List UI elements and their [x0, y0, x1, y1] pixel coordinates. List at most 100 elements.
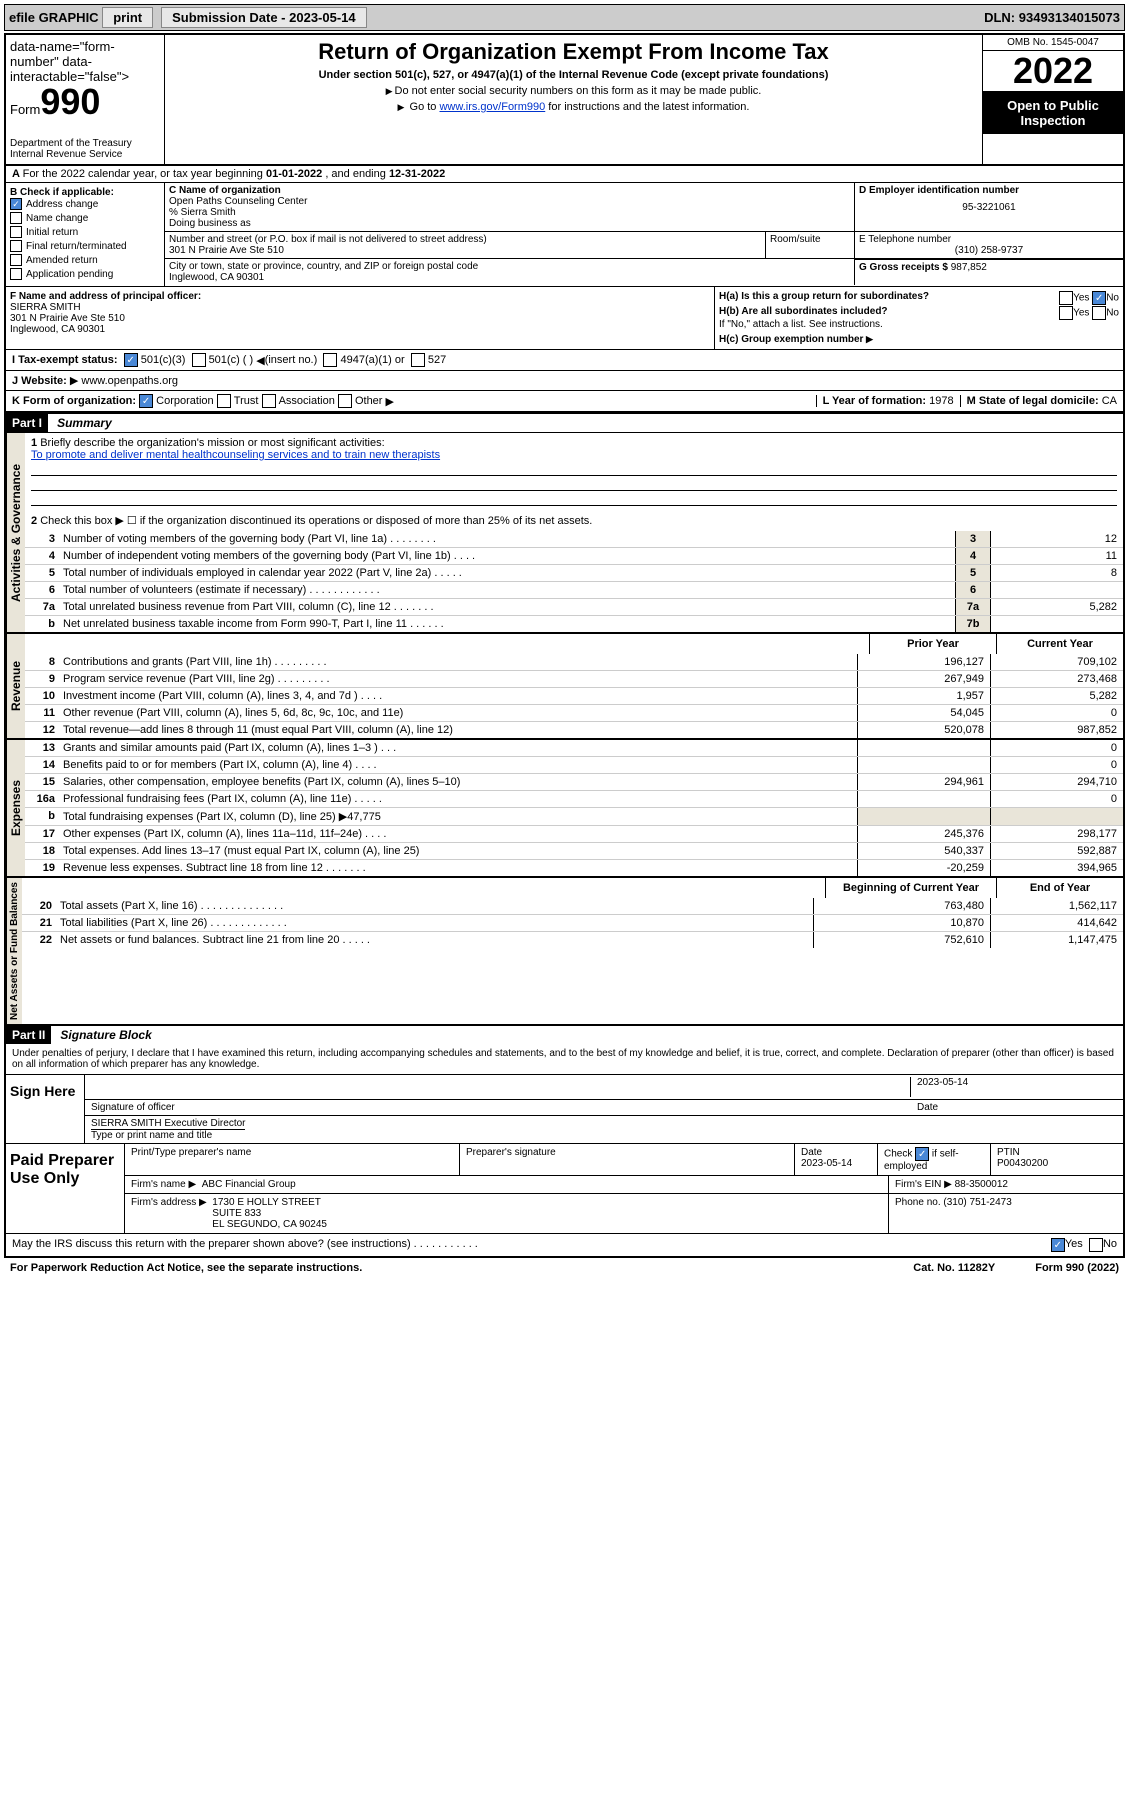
type-name-label: Type or print name and title: [91, 1129, 245, 1141]
paid-preparer-block: Paid Preparer Use Only Print/Type prepar…: [6, 1143, 1123, 1233]
chk-application-pending[interactable]: Application pending: [10, 268, 160, 280]
chk-501c3[interactable]: ✓: [124, 353, 138, 367]
room-label: Room/suite: [770, 234, 850, 245]
line-15: 15Salaries, other compensation, employee…: [25, 773, 1123, 790]
firm-ein: Firm's EIN ▶ 88-3500012: [889, 1176, 1123, 1193]
col-b-label: B Check if applicable:: [10, 187, 160, 198]
prep-date-header: Date2023-05-14: [795, 1144, 878, 1175]
ha-row: H(a) Is this a group return for subordin…: [719, 291, 1119, 302]
prep-name-header: Print/Type preparer's name: [125, 1144, 460, 1175]
chk-initial-return[interactable]: Initial return: [10, 226, 160, 238]
part-2-header: Part II Signature Block: [6, 1024, 1123, 1044]
form-header: data-name="form-number" data-interactabl…: [6, 35, 1123, 166]
balance-header: Beginning of Current Year End of Year: [22, 878, 1123, 898]
mission-text: To promote and deliver mental healthcoun…: [31, 449, 440, 461]
hc-row: H(c) Group exemption number: [719, 334, 1119, 345]
header-left: data-name="form-number" data-interactabl…: [6, 35, 165, 164]
row-a-tax-year: A For the 2022 calendar year, or tax yea…: [6, 166, 1123, 183]
part-1-header: Part I Summary: [6, 412, 1123, 432]
section-revenue: Revenue Prior Year Current Year 8Contrib…: [6, 632, 1123, 738]
line-17: 17Other expenses (Part IX, column (A), l…: [25, 825, 1123, 842]
perjury-declaration: Under penalties of perjury, I declare th…: [6, 1044, 1123, 1075]
dln: DLN: 93493134015073: [984, 10, 1120, 25]
gov-line-b: bNet unrelated business taxable income f…: [25, 615, 1123, 632]
chk-self-employed[interactable]: ✓: [915, 1147, 929, 1161]
sig-officer-label: Signature of officer: [91, 1102, 911, 1113]
ha-yes[interactable]: [1059, 291, 1073, 305]
vert-expenses: Expenses: [6, 740, 25, 876]
care-of: % Sierra Smith: [169, 207, 850, 218]
gov-line-4: 4Number of independent voting members of…: [25, 547, 1123, 564]
header-mid: Return of Organization Exempt From Incom…: [165, 35, 982, 164]
city-label: City or town, state or province, country…: [169, 261, 850, 272]
chk-other[interactable]: [338, 394, 352, 408]
footer-note: For Paperwork Reduction Act Notice, see …: [4, 1258, 1125, 1278]
sign-here-block: Sign Here 2023-05-14 Signature of office…: [6, 1075, 1123, 1143]
ein-label: D Employer identification number: [859, 185, 1119, 196]
firm-phone: Phone no. (310) 751-2473: [889, 1194, 1123, 1233]
dba-label: Doing business as: [169, 218, 850, 229]
chk-address-change[interactable]: ✓Address change: [10, 198, 160, 210]
vert-revenue: Revenue: [6, 634, 25, 738]
org-name-label: C Name of organization: [169, 185, 850, 196]
line-9: 9Program service revenue (Part VIII, lin…: [25, 670, 1123, 687]
section-fh: F Name and address of principal officer:…: [6, 286, 1123, 349]
line-20: 20Total assets (Part X, line 16) . . . .…: [22, 898, 1123, 914]
chk-corp[interactable]: ✓: [139, 394, 153, 408]
ha-no[interactable]: ✓: [1092, 291, 1106, 305]
chk-final-return[interactable]: Final return/terminated: [10, 240, 160, 252]
submission-date: Submission Date - 2023-05-14: [161, 7, 367, 28]
open-inspection: Open to Public Inspection: [983, 92, 1123, 134]
line-12: 12Total revenue—add lines 8 through 11 (…: [25, 721, 1123, 738]
omb-number: OMB No. 1545-0047: [983, 35, 1123, 51]
form-title: Return of Organization Exempt From Incom…: [173, 39, 974, 65]
addr-label: Number and street (or P.O. box if mail i…: [169, 234, 761, 245]
row-i-exempt-status: I Tax-exempt status: ✓ 501(c)(3) 501(c) …: [6, 349, 1123, 370]
line-11: 11Other revenue (Part VIII, column (A), …: [25, 704, 1123, 721]
chk-527[interactable]: [411, 353, 425, 367]
line-22: 22Net assets or fund balances. Subtract …: [22, 931, 1123, 948]
website-link[interactable]: www.openpaths.org: [81, 375, 178, 387]
efile-label: efile GRAPHIC print: [9, 10, 153, 25]
revenue-header: Prior Year Current Year: [25, 634, 1123, 654]
chk-amended-return[interactable]: Amended return: [10, 254, 160, 266]
note-ssn: Do not enter social security numbers on …: [173, 85, 974, 97]
org-name: Open Paths Counseling Center: [169, 196, 850, 207]
firm-address: Firm's address ▶ 1730 E HOLLY STREET SUI…: [125, 1194, 889, 1233]
line-16a: 16aProfessional fundraising fees (Part I…: [25, 790, 1123, 807]
hb-row: H(b) Are all subordinates included? Yes …: [719, 306, 1119, 317]
dept-label: Department of the Treasury: [10, 138, 160, 149]
prep-self-employed: Check ✓ if self-employed: [878, 1144, 991, 1175]
discuss-yes[interactable]: ✓: [1051, 1238, 1065, 1252]
principal-officer: F Name and address of principal officer:…: [6, 287, 715, 349]
chk-name-change[interactable]: Name change: [10, 212, 160, 224]
chk-trust[interactable]: [217, 394, 231, 408]
irs-link[interactable]: www.irs.gov/Form990: [439, 101, 545, 113]
gov-line-6: 6Total number of volunteers (estimate if…: [25, 581, 1123, 598]
row-k-form-org: K Form of organization: ✓ Corporation Tr…: [6, 390, 1123, 412]
line-18: 18Total expenses. Add lines 13–17 (must …: [25, 842, 1123, 859]
col-b-checkboxes: B Check if applicable: ✓Address change N…: [6, 183, 165, 286]
header-right: OMB No. 1545-0047 2022 Open to Public In…: [982, 35, 1123, 164]
group-return: H(a) Is this a group return for subordin…: [715, 287, 1123, 349]
paid-preparer-label: Paid Preparer Use Only: [6, 1144, 125, 1233]
gross-label: G Gross receipts $: [859, 262, 948, 273]
firm-name: Firm's name ▶ ABC Financial Group: [125, 1176, 889, 1193]
hb-no[interactable]: [1092, 306, 1106, 320]
gov-line-3: 3Number of voting members of the governi…: [25, 531, 1123, 547]
line-13: 13Grants and similar amounts paid (Part …: [25, 740, 1123, 756]
form-990: data-name="form-number" data-interactabl…: [4, 33, 1125, 1258]
section-bcde: B Check if applicable: ✓Address change N…: [6, 183, 1123, 286]
print-button[interactable]: print: [102, 7, 153, 28]
vert-governance: Activities & Governance: [6, 433, 25, 632]
chk-assoc[interactable]: [262, 394, 276, 408]
line-21: 21Total liabilities (Part X, line 26) . …: [22, 914, 1123, 931]
tax-year: 2022: [983, 51, 1123, 92]
sign-here-label: Sign Here: [6, 1075, 85, 1143]
chk-4947[interactable]: [323, 353, 337, 367]
chk-501c[interactable]: [192, 353, 206, 367]
discuss-no[interactable]: [1089, 1238, 1103, 1252]
hb-yes[interactable]: [1059, 306, 1073, 320]
sig-date-value: 2023-05-14: [910, 1077, 1117, 1097]
ptin: PTINP00430200: [991, 1144, 1123, 1175]
